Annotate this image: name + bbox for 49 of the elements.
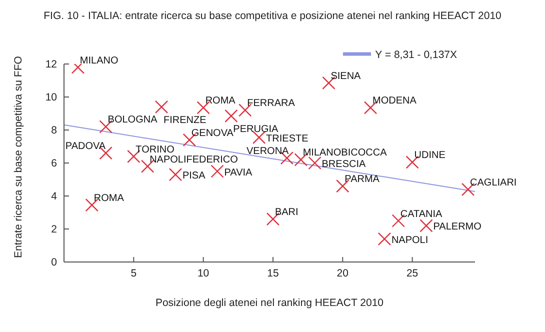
annotation: PALERMO — [433, 222, 482, 233]
annotation: FIRENZE — [164, 114, 207, 126]
annotation: PERUGIA — [233, 124, 279, 135]
annotation: TORINO — [136, 144, 175, 156]
legend-label: Y = 8,31 - 0,137X — [375, 49, 457, 62]
point — [210, 164, 224, 178]
point — [420, 219, 433, 232]
x-axis-title: Posizione degli atenei nel ranking HEEACT 2010 — [155, 297, 384, 309]
y-tick-label: 10 — [45, 92, 58, 104]
annotation: BARI — [274, 207, 298, 218]
annotation: PARMA — [344, 174, 380, 186]
annotation: CAGLIARI — [470, 177, 517, 188]
y-tick-label: 12 — [45, 58, 58, 71]
annotation: ROMA — [205, 96, 236, 107]
point — [308, 156, 322, 170]
y-tick-label: 8 — [51, 124, 58, 137]
annotation: BRESCIA — [322, 159, 366, 170]
y-axis-title: Entrate ricerca su base competitiva su FFO — [12, 56, 25, 258]
point — [224, 109, 238, 123]
annotation: FERRARA — [247, 98, 296, 110]
y-tick-label: 4 — [51, 190, 58, 203]
annotation: TRIESTE — [266, 133, 309, 144]
point — [154, 100, 168, 114]
annotation: PISA — [182, 170, 206, 182]
y-tick-label: 6 — [51, 158, 58, 170]
point — [168, 168, 182, 182]
x-tick-label: 10 — [197, 267, 210, 280]
annotation: MODENA — [372, 96, 417, 107]
x-tick-label: 25 — [406, 267, 418, 280]
annotation: CATANIA — [400, 208, 443, 220]
point — [378, 232, 392, 246]
x-tick-label: 5 — [130, 267, 137, 280]
x-tick-label: 20 — [336, 267, 349, 280]
annotation: PAVIA — [224, 167, 253, 178]
y-tick-label: 2 — [51, 224, 58, 236]
annotation: PADOVA — [65, 141, 106, 152]
annotation: BOLOGNA — [108, 114, 158, 126]
x-tick-label: 15 — [267, 267, 279, 280]
annotation: ROMA — [94, 193, 124, 204]
annotation: GENOVA — [191, 128, 234, 139]
annotation: SIENA — [330, 70, 362, 82]
annotation: VERONA — [246, 146, 290, 158]
annotation: UDINE — [414, 150, 446, 162]
chart-title: FIG. 10 - ITALIA: entrate ricerca su base competitiva e posizione atenei nel ranking HEEACT 2010 — [42, 10, 502, 22]
annotation: MILANOBICOCCA — [302, 148, 388, 159]
annotation: NAPOLI — [391, 234, 428, 246]
annotation: NAPOLIFEDERICO — [150, 154, 238, 166]
y-tick-label: 0 — [51, 256, 58, 269]
annotation: MILANO — [80, 55, 118, 66]
